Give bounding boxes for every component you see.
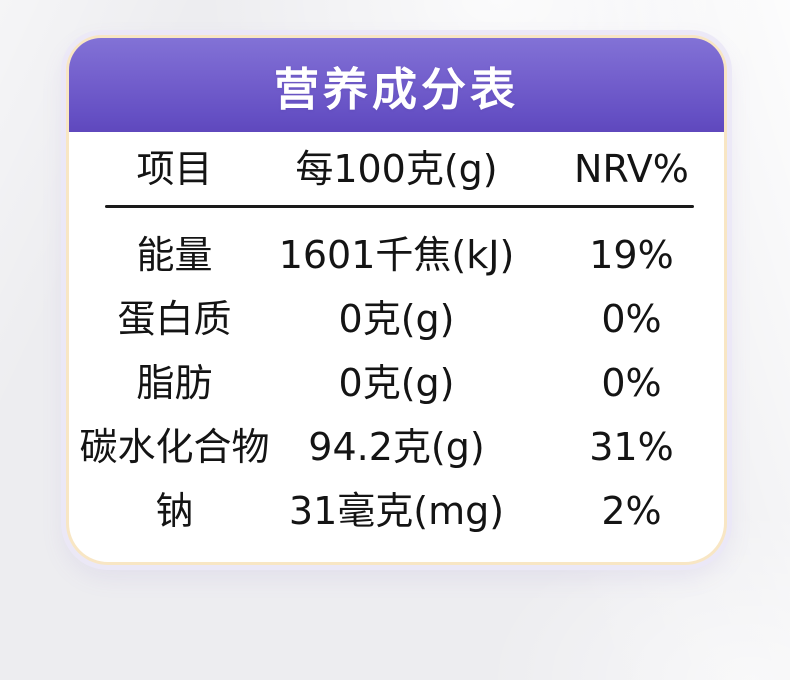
row-per100g-value: 31毫克(mg)	[288, 489, 505, 533]
table-row-sodium: 钠 31毫克(mg) 2%	[69, 479, 724, 543]
row-item-label: 钠	[155, 489, 194, 533]
row-item-label: 能量	[136, 233, 213, 277]
row-nrv-value: 0%	[601, 297, 662, 341]
table-body: 能量 1601千焦(kJ) 19% 蛋白质 0克(g) 0% 脂肪 0克(g) …	[69, 208, 724, 543]
table-row-carbohydrate: 碳水化合物 94.2克(g) 31%	[69, 415, 724, 479]
page-title: 营养成分表	[273, 62, 519, 116]
row-per100g-value: 0克(g)	[338, 361, 455, 405]
row-item-label: 脂肪	[136, 361, 213, 405]
row-nrv-value: 2%	[601, 489, 662, 533]
nutrition-table: 项目 每100克(g) NRV% 能量 1601千焦(kJ) 19% 蛋白质 0…	[69, 132, 724, 562]
column-header-item: 项目	[136, 146, 213, 191]
row-per100g-value: 94.2克(g)	[308, 425, 485, 469]
row-item-label: 蛋白质	[117, 297, 232, 341]
table-header-row: 项目 每100克(g) NRV%	[69, 132, 724, 205]
table-header-divider	[105, 205, 694, 208]
card-header: 营养成分表	[69, 38, 724, 132]
table-row-protein: 蛋白质 0克(g) 0%	[69, 287, 724, 351]
nutrition-facts-card: 营养成分表 项目 每100克(g) NRV% 能量 1601千焦(kJ) 19%…	[66, 35, 727, 565]
column-header-nrv: NRV%	[574, 146, 689, 191]
column-header-per100g: 每100克(g)	[295, 146, 498, 191]
row-per100g-value: 0克(g)	[338, 297, 455, 341]
row-nrv-value: 19%	[589, 233, 674, 277]
row-nrv-value: 31%	[589, 425, 674, 469]
table-row-fat: 脂肪 0克(g) 0%	[69, 351, 724, 415]
row-nrv-value: 0%	[601, 361, 662, 405]
table-row-energy: 能量 1601千焦(kJ) 19%	[69, 223, 724, 287]
row-per100g-value: 1601千焦(kJ)	[278, 233, 515, 277]
row-item-label: 碳水化合物	[79, 425, 270, 469]
